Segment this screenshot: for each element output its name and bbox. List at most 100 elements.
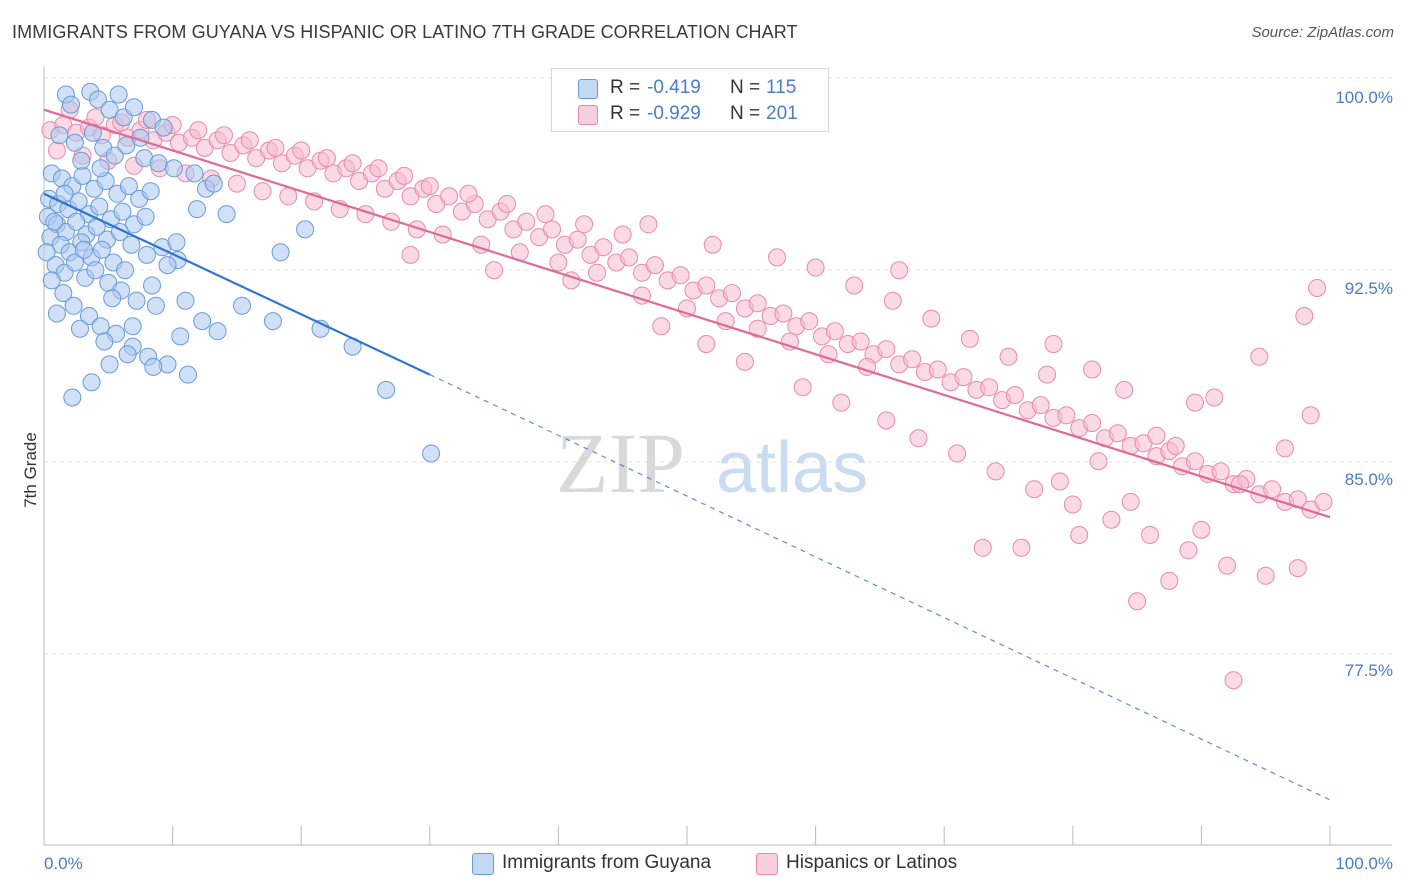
guyana-point — [45, 212, 64, 231]
guyana-point — [65, 253, 84, 272]
x-tick-label: 100.0% — [1335, 854, 1393, 873]
guyana-point — [74, 240, 93, 259]
guyana-trend-line — [43, 192, 431, 376]
hispanic-point — [1211, 462, 1230, 481]
axes — [43, 66, 1392, 846]
hispanic-point — [1121, 492, 1140, 511]
hispanic-point — [575, 215, 594, 234]
legend-n-label: N = — [730, 77, 761, 98]
guyana-point — [422, 444, 441, 463]
y-tick-label: 100.0% — [1335, 88, 1393, 107]
hispanic-point — [652, 317, 671, 336]
hispanic-point — [401, 245, 420, 264]
hispanic-point — [317, 149, 336, 168]
hispanic-point — [903, 350, 922, 369]
hispanic-point — [543, 220, 561, 239]
hispanic-point — [671, 266, 690, 285]
hispanic-point — [748, 319, 767, 338]
hispanic-point — [568, 230, 587, 249]
hispanic-point — [877, 340, 896, 359]
hispanic-point — [1128, 592, 1147, 611]
guyana-point — [67, 212, 86, 231]
guyana-point — [377, 380, 396, 399]
hispanic-point — [928, 360, 947, 379]
guyana-point — [179, 365, 197, 384]
hispanic-point — [215, 126, 233, 145]
y-tick-label: 92.5% — [1345, 279, 1393, 298]
guyana-point — [100, 355, 119, 374]
hispanic-point — [459, 184, 478, 203]
hispanic-point — [954, 368, 973, 387]
hispanic-point — [832, 393, 851, 412]
hispanic-point — [774, 304, 793, 323]
guyana-point — [167, 233, 186, 252]
hispanic-point — [594, 238, 613, 257]
watermark-atlas: atlas — [716, 428, 868, 508]
guyana-point — [193, 312, 212, 331]
hispanic-point — [877, 411, 896, 430]
hispanic-point — [227, 174, 246, 193]
hispanic-point — [1160, 571, 1179, 590]
hispanic-point — [1186, 452, 1204, 471]
hispanic-point — [1038, 365, 1057, 384]
guyana-point — [296, 220, 315, 239]
hispanic-point — [1057, 406, 1076, 425]
hispanic-point — [986, 462, 1005, 481]
guyana-point — [113, 202, 132, 221]
guyana-point — [105, 146, 124, 165]
guyana-point — [204, 174, 223, 193]
hispanic-point — [1276, 439, 1294, 458]
guyana-point — [47, 304, 66, 323]
y-tick-label: 85.0% — [1345, 470, 1393, 489]
hispanic-point — [806, 258, 825, 277]
y-axis-label: 7th Grade — [21, 432, 40, 508]
legend-swatch-guyana — [578, 79, 598, 99]
guyana-point — [91, 317, 110, 336]
hispanic-point — [703, 235, 722, 254]
guyana-point — [188, 200, 206, 219]
hispanic-point — [1070, 526, 1089, 544]
hispanic-point — [1256, 566, 1275, 585]
guyana-point — [164, 159, 183, 178]
guyana-point — [90, 197, 109, 216]
legend-n-value: 115 — [766, 77, 797, 98]
hispanic-point — [440, 187, 459, 206]
hispanic-point — [240, 131, 259, 150]
hispanic-point — [697, 335, 716, 353]
grid-lines — [44, 77, 1392, 655]
hispanic-point — [253, 182, 272, 201]
hispanic-point — [768, 248, 786, 267]
legend-r-label: R = — [610, 103, 641, 124]
trend-lines — [43, 108, 1331, 801]
guyana-point — [158, 256, 177, 275]
guyana-point — [263, 312, 282, 331]
hispanic-trend-line — [43, 108, 1331, 519]
hispanic-point — [1141, 526, 1159, 544]
hispanic-point — [748, 294, 767, 313]
guyana-point — [37, 243, 56, 262]
bottom-legend-swatch-hispanic — [756, 853, 778, 875]
guyana-point — [42, 271, 61, 290]
hispanic-point — [1295, 307, 1314, 325]
legend-n-label: N = — [730, 103, 761, 124]
bottom-legend-label-guyana: Immigrants from Guyana — [502, 852, 712, 873]
guyana-point — [185, 164, 204, 183]
guyana-trend-extension — [429, 374, 1331, 801]
hispanic-point — [588, 263, 606, 282]
hispanic-point — [723, 284, 741, 303]
hispanic-point — [47, 141, 66, 160]
guyana-point — [171, 327, 190, 346]
guyana-point — [125, 98, 143, 117]
guyana-point — [50, 126, 69, 145]
hispanic-point — [1005, 386, 1024, 404]
hispanic-point — [1083, 360, 1102, 379]
hispanic-point — [999, 347, 1018, 366]
hispanic-point — [800, 312, 819, 331]
hispanic-point — [343, 154, 362, 173]
guyana-point — [208, 322, 227, 341]
hispanic-point — [1102, 510, 1121, 529]
guyana-point — [89, 90, 107, 109]
hispanic-point — [890, 261, 909, 280]
bottom-legend-label-hispanic: Hispanics or Latinos — [786, 852, 958, 873]
